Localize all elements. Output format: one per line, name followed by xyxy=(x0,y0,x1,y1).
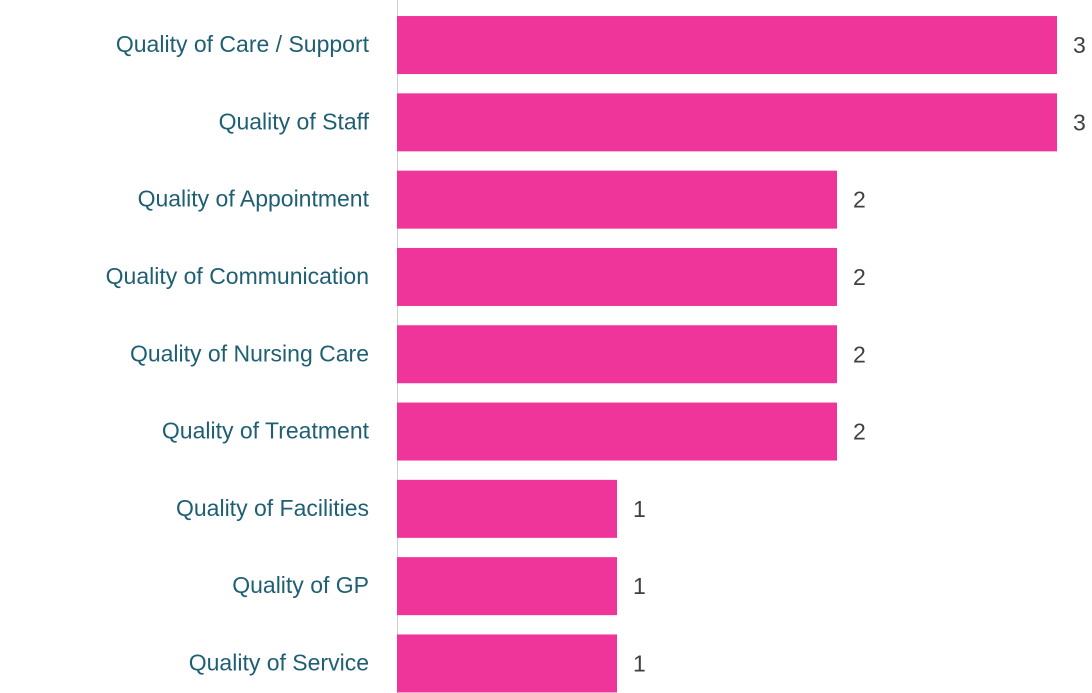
value-label: 1 xyxy=(633,496,646,522)
y-tick-label: Quality of GP xyxy=(232,572,369,598)
value-label: 1 xyxy=(633,573,646,599)
value-label: 1 xyxy=(633,651,646,677)
bar xyxy=(397,247,837,306)
bar xyxy=(397,16,1057,75)
y-tick-label: Quality of Nursing Care xyxy=(130,340,369,366)
bar xyxy=(397,402,837,461)
bar xyxy=(397,557,617,616)
y-tick-label: Quality of Service xyxy=(189,650,369,676)
y-tick-label: Quality of Staff xyxy=(219,108,370,134)
value-label: 2 xyxy=(853,187,866,213)
bar xyxy=(397,634,617,693)
value-label: 2 xyxy=(853,341,866,367)
y-tick-label: Quality of Facilities xyxy=(176,495,369,521)
bar xyxy=(397,479,617,538)
bar xyxy=(397,325,837,384)
y-tick-label: Quality of Appointment xyxy=(138,186,370,212)
y-tick-label: Quality of Treatment xyxy=(162,418,370,444)
value-label: 3 xyxy=(1073,109,1086,135)
y-tick-label: Quality of Care / Support xyxy=(116,31,370,57)
bar xyxy=(397,170,837,229)
value-label: 2 xyxy=(853,419,866,445)
value-label: 2 xyxy=(853,264,866,290)
y-tick-label: Quality of Communication xyxy=(106,263,369,289)
bar xyxy=(397,93,1057,152)
value-label: 3 xyxy=(1073,32,1086,58)
